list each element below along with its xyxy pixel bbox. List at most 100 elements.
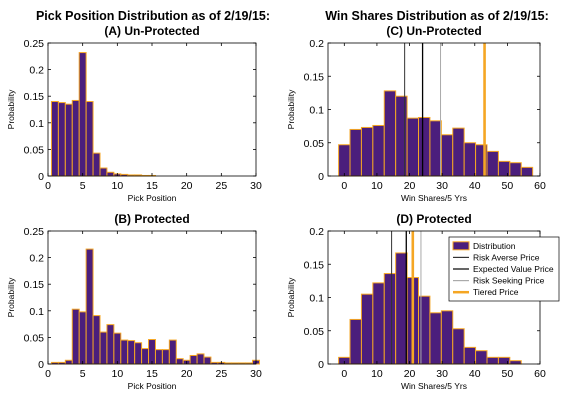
y-tick-label-c-1: 0.05 xyxy=(304,138,325,150)
bar-b-3 xyxy=(64,359,73,365)
x-tick-label-a-6: 30 xyxy=(250,180,262,192)
bar-b-5 xyxy=(78,311,87,365)
y-axis-label-d: Probability xyxy=(286,277,296,317)
chart-panel-c: (C) Un-Protected 0 10 20 30 40 50 60 0 0.05 0.1 0.1… xyxy=(286,24,546,203)
y-tick-label-b-4: 0.2 xyxy=(29,253,44,265)
chart-panel-b: (B) Protected 0 5 10 15 20 25 30 0 0.05 0.1 0.15 0.2… xyxy=(6,212,262,391)
bar-c-10 xyxy=(440,134,454,177)
chart-panel-a: (A) Un-Protected 0 5 10 15 20 25 30 0 0.05 0.1 0.15… xyxy=(6,24,262,203)
bar-c-7 xyxy=(406,117,420,177)
bar-d-3 xyxy=(360,293,374,365)
legend-label-expected: Expected Value Price xyxy=(473,264,554,274)
bar-b-13 xyxy=(134,342,143,365)
y-tick-label-a-4: 0.2 xyxy=(29,65,44,77)
bar-c-12 xyxy=(463,142,477,177)
bar-b-11 xyxy=(120,339,129,365)
y-tick-label-c-3: 0.15 xyxy=(304,71,325,83)
y-tick-label-c-2: 0.1 xyxy=(309,105,324,117)
bar-c-4 xyxy=(372,124,385,177)
x-tick-label-a-5: 25 xyxy=(215,180,227,192)
bar-b-22 xyxy=(196,353,205,365)
bar-a-4 xyxy=(71,99,80,177)
x-tick-label-b-3: 15 xyxy=(146,368,158,380)
bar-b-18 xyxy=(168,339,177,365)
bar-d-4 xyxy=(372,282,385,365)
bar-b-8 xyxy=(99,331,108,365)
y-tick-label-b-5: 0.25 xyxy=(24,226,45,238)
left-column-title: Pick Position Distribution as of 2/19/15… xyxy=(36,9,270,23)
x-tick-label-c-4: 40 xyxy=(469,180,481,192)
bar-c-17 xyxy=(520,166,534,177)
bar-a-3 xyxy=(64,103,73,177)
bar-b-14 xyxy=(141,348,150,365)
bar-c-8 xyxy=(418,116,431,177)
bar-b-19 xyxy=(175,358,184,365)
y-tick-label-d-2: 0.1 xyxy=(309,293,324,305)
bar-c-14 xyxy=(486,150,499,177)
x-tick-label-d-2: 20 xyxy=(404,368,416,380)
bar-a-9 xyxy=(106,171,115,177)
bar-b-12 xyxy=(127,340,136,365)
bar-a-6 xyxy=(85,101,94,177)
x-tick-label-d-5: 50 xyxy=(502,368,514,380)
bar-b-4 xyxy=(71,308,80,365)
bar-d-11 xyxy=(452,328,465,365)
y-tick-label-c-4: 0.2 xyxy=(309,38,324,50)
bar-a-1 xyxy=(50,101,59,177)
legend-label-risk-seeking: Risk Seeking Price xyxy=(473,276,545,286)
bar-d-12 xyxy=(463,346,477,365)
y-axis-label-c: Probability xyxy=(286,89,296,129)
bar-c-5 xyxy=(383,90,397,177)
bar-c-3 xyxy=(360,126,374,177)
y-tick-label-d-0: 0 xyxy=(318,359,324,371)
bar-c-16 xyxy=(509,162,522,177)
x-tick-label-d-4: 40 xyxy=(469,368,481,380)
x-axis-label-c: Win Shares/5 Yrs xyxy=(401,193,467,203)
y-axis-label-b: Probability xyxy=(6,277,16,317)
y-tick-label-a-3: 0.15 xyxy=(24,91,45,103)
chart-panel-d: (D) Protected 0 10 20 30 40 50 60 0 0.05 0.1 0.15 0.… xyxy=(286,212,560,391)
bar-c-11 xyxy=(452,127,465,177)
x-tick-label-c-1: 10 xyxy=(371,180,383,192)
bar-b-10 xyxy=(113,332,122,365)
bar-b-9 xyxy=(106,324,115,365)
bar-b-15 xyxy=(148,339,156,365)
y-tick-label-d-4: 0.2 xyxy=(309,226,324,238)
x-tick-label-a-0: 0 xyxy=(45,180,51,192)
x-tick-label-b-4: 20 xyxy=(181,368,193,380)
legend-label-risk-averse: Risk Averse Price xyxy=(473,252,540,262)
bar-a-8 xyxy=(99,167,108,177)
x-tick-label-a-1: 5 xyxy=(80,180,86,192)
y-tick-label-a-1: 0.05 xyxy=(24,144,45,156)
bar-d-16 xyxy=(509,360,522,365)
bar-d-2 xyxy=(349,318,362,365)
y-tick-label-a-5: 0.25 xyxy=(24,38,45,50)
bar-d-10 xyxy=(440,310,454,365)
x-tick-label-b-1: 5 xyxy=(80,368,86,380)
legend-swatch-distribution xyxy=(452,241,470,251)
y-tick-label-d-1: 0.05 xyxy=(304,326,325,338)
bar-d-15 xyxy=(497,356,511,365)
y-tick-label-d-3: 0.15 xyxy=(304,259,325,271)
x-axis-label-d: Win Shares/5 Yrs xyxy=(401,381,467,391)
x-tick-label-c-0: 0 xyxy=(341,180,347,192)
panel-title-c: (C) Un-Protected xyxy=(386,24,481,38)
x-tick-label-a-3: 15 xyxy=(146,180,158,192)
bar-a-2 xyxy=(57,102,66,177)
x-tick-label-b-0: 0 xyxy=(45,368,51,380)
bar-b-21 xyxy=(189,354,198,365)
bar-a-5 xyxy=(78,52,87,177)
x-tick-label-c-5: 50 xyxy=(502,180,514,192)
x-tick-label-d-0: 0 xyxy=(341,368,347,380)
x-tick-label-b-5: 25 xyxy=(215,368,227,380)
y-tick-label-b-3: 0.15 xyxy=(24,279,45,291)
y-tick-label-c-0: 0 xyxy=(318,171,324,183)
bar-d-8 xyxy=(418,295,431,365)
bar-c-2 xyxy=(349,128,362,177)
bar-b-23 xyxy=(203,356,212,365)
bar-b-7 xyxy=(92,315,101,365)
y-tick-label-a-2: 0.1 xyxy=(29,118,44,130)
legend-label-distribution: Distribution xyxy=(473,241,516,251)
